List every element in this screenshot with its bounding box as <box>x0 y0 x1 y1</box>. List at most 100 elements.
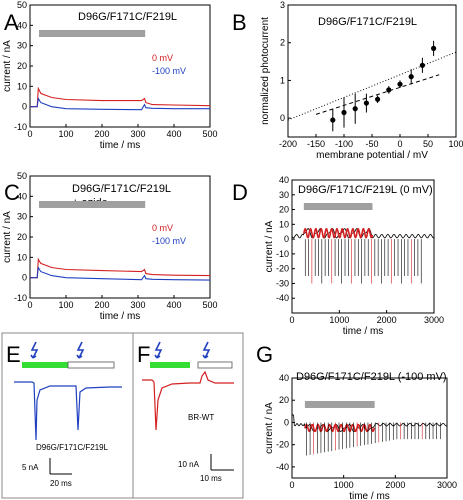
panel-d-ytick-label-0: -40 <box>276 293 289 303</box>
panel-f-flash-icon-1 <box>154 341 163 359</box>
panel-f-green-bar <box>150 362 190 368</box>
panel-a-xlabel: time / ms <box>100 140 141 151</box>
panel-letter-f: F <box>137 342 150 367</box>
panel-d-ytick-label-7: 30 <box>279 190 289 200</box>
panel-d-xtick-label-0: 0 <box>289 315 294 325</box>
panel-g-xtick-label-0: 0 <box>289 480 294 490</box>
panel-a-ytick-label-3: 20 <box>17 61 27 71</box>
panel-b-xtick-label-2: -100 <box>335 139 353 149</box>
panel-letter-a: A <box>4 10 19 35</box>
panel-letter-b: B <box>232 10 247 35</box>
panel-g-trace-red <box>304 423 376 433</box>
panel-a-legend-100mv: -100 mV <box>152 66 186 76</box>
panel-d-xtick-label-2: 2000 <box>377 315 397 325</box>
panel-d-xlabel: time / ms <box>343 326 384 337</box>
panel-c-xtick-label-1: 100 <box>58 300 73 310</box>
panel-g-ytick-label-2: 0 <box>284 417 289 427</box>
panel-g-title: D96G/F171C/F219L (-100 mV) <box>296 371 447 383</box>
panel-b-point-5 <box>386 87 392 93</box>
panel-e-scale-x: 20 ms <box>50 479 72 488</box>
panel-f-flash-icon-2 <box>202 341 211 359</box>
panel-g-xtick-label-1: 1000 <box>334 480 354 490</box>
panel-b-xtick-label-0: -200 <box>279 139 297 149</box>
panel-d-trace-black <box>291 227 435 239</box>
panel-d-trace-red <box>303 227 374 239</box>
panel-c-legend-100mv: -100 mV <box>152 236 186 246</box>
panel-c-ytick-label-5: 40 <box>17 191 27 201</box>
panel-a-xtick-label-5: 500 <box>202 129 217 139</box>
ef-frame <box>1 332 244 499</box>
panel-a-xtick-label-4: 400 <box>166 129 181 139</box>
panel-c-series-red <box>30 257 211 279</box>
panel-b-point-2 <box>352 106 358 112</box>
panel-a-series-red <box>30 86 211 108</box>
panel-b-ytick-label-2: 2 <box>280 38 285 48</box>
panel-b-point-7 <box>408 74 414 80</box>
panel-g-ytick-label-0: -40 <box>276 462 289 472</box>
panel-a-light-bar <box>39 30 146 37</box>
panel-c-xtick-label-3: 300 <box>130 300 145 310</box>
panel-b-xtick-label-5: 50 <box>423 139 433 149</box>
panel-b-point-6 <box>397 81 403 87</box>
panel-letter-g: G <box>256 342 273 367</box>
panel-e-green-bar <box>22 362 68 368</box>
panel-d-title: D96G/F171C/F219L (0 mV) <box>298 184 433 196</box>
panel-c-ytick-label-6: 50 <box>17 171 27 181</box>
panel-f-label: BR-WT <box>188 413 214 422</box>
panel-a-ytick-label-4: 30 <box>17 41 27 51</box>
panel-f-scale-x: 10 ms <box>200 474 222 483</box>
panel-g-xtick-label-2: 2000 <box>385 480 405 490</box>
panel-c-xtick-label-5: 500 <box>202 300 217 310</box>
panel-b-point-4 <box>375 96 381 102</box>
panel-e-label: D96G/F171C/F219L <box>36 443 109 452</box>
panel-b-xtick-label-3: -50 <box>365 139 378 149</box>
panel-b-ytick-label-3: 3 <box>280 0 285 10</box>
panel-d-ylabel: current / nA <box>264 220 275 272</box>
panel-b-xtick-label-1: -150 <box>307 139 325 149</box>
panel-d-ytick-label-3: -10 <box>276 249 289 259</box>
panel-g-light-bar <box>304 401 375 408</box>
panel-letter-c: C <box>4 180 20 205</box>
panel-a-series-blue <box>30 96 210 111</box>
panel-d-xtick-label-1: 1000 <box>329 315 349 325</box>
panel-e-white-bar <box>67 361 115 369</box>
panel-b-point-8 <box>419 62 425 68</box>
panel-d-light-bar <box>303 203 373 210</box>
panel-b-ytick-label-1: 1 <box>280 75 285 85</box>
panel-letter-d: D <box>232 180 248 205</box>
panel-a-ytick-label-6: 50 <box>17 0 27 10</box>
panel-d-ytick-label-1: -30 <box>276 278 289 288</box>
panel-c-xtick-label-0: 0 <box>27 300 32 310</box>
panel-g-ylabel: current / nA <box>264 402 275 454</box>
panel-a-ytick-label-0: -10 <box>14 122 27 132</box>
panel-c-ytick-label-0: -10 <box>14 293 27 303</box>
panel-c-ytick-label-1: 0 <box>22 273 27 283</box>
panel-c-light-bar <box>39 201 146 208</box>
panel-g-xtick-label-3: 3000 <box>437 480 457 490</box>
panel-d-axes-frame <box>291 179 435 314</box>
panel-c-series-blue <box>30 265 211 281</box>
panel-b-ytick-label-0: 0 <box>280 113 285 123</box>
panel-b-fit-dashed <box>315 74 440 115</box>
panel-d-ytick-label-8: 40 <box>279 175 289 185</box>
panel-b-title: D96G/F171C/F219L <box>318 16 417 28</box>
panel-d-ytick-label-6: 20 <box>279 205 289 215</box>
panel-c-xlabel: time / ms <box>100 311 141 322</box>
panel-g-ytick-label-4: 40 <box>279 373 289 383</box>
panel-a-ytick-label-2: 10 <box>17 81 27 91</box>
panel-c-legend-0mv: 0 mV <box>152 223 173 233</box>
panel-a-legend-0mv: 0 mV <box>152 53 173 63</box>
panel-b-ylabel: normalized photocurrent <box>260 17 271 125</box>
panel-e-flash-icon-2 <box>76 341 85 359</box>
panel-b-xtick-label-4: 0 <box>397 139 402 149</box>
panel-a-xtick-label-2: 200 <box>94 129 109 139</box>
panel-b-xtick-label-6: 100 <box>448 139 463 149</box>
panel-c-ytick-label-2: 10 <box>17 252 27 262</box>
panel-f-white-bar <box>197 361 233 369</box>
panel-b-point-0 <box>330 117 336 123</box>
panel-f-trace <box>142 370 234 431</box>
panel-c-ylabel: current / nA <box>2 211 13 263</box>
panel-b-point-9 <box>431 45 437 51</box>
panel-a-ytick-label-5: 40 <box>17 20 27 30</box>
panel-b-point-1 <box>341 109 347 116</box>
